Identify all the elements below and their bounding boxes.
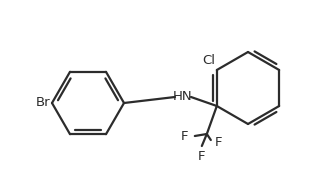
Text: F: F <box>198 150 205 162</box>
Text: F: F <box>181 130 189 142</box>
Text: Br: Br <box>35 97 50 109</box>
Text: Cl: Cl <box>202 54 215 67</box>
Text: F: F <box>215 135 223 149</box>
Text: HN: HN <box>173 90 193 104</box>
